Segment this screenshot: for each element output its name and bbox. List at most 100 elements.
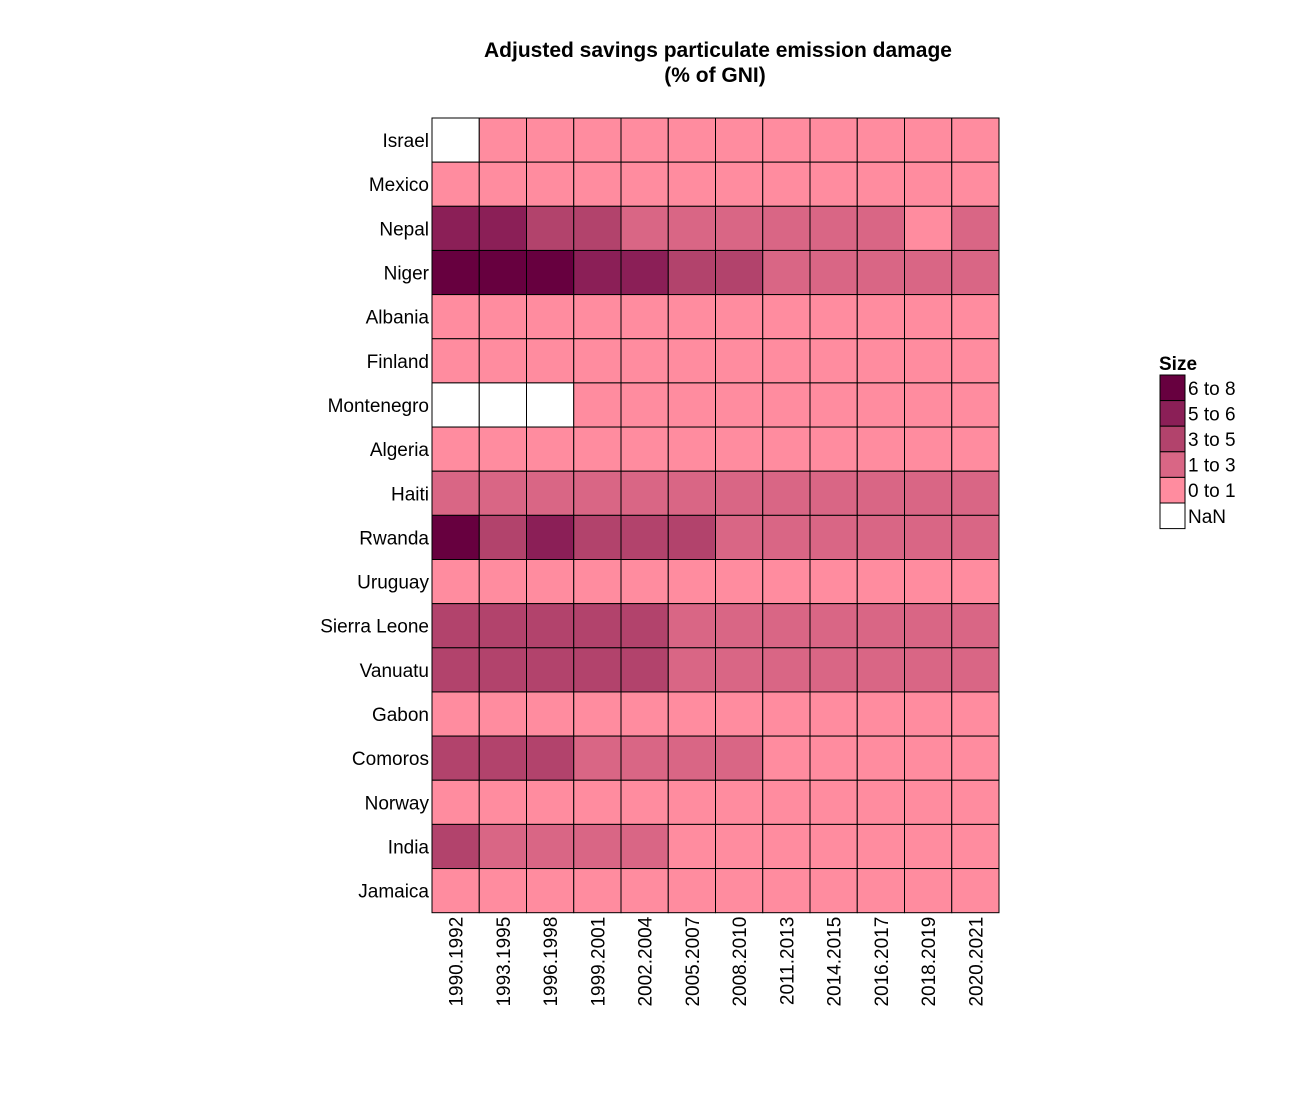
heatmap-cell [478, 294, 527, 340]
row-label: Mexico [369, 175, 429, 196]
column-label: 2011.2013 [777, 917, 798, 1005]
heatmap-cell [715, 559, 764, 605]
heatmap-cell [904, 514, 953, 560]
heatmap-cell [904, 823, 953, 870]
legend-title: Size [1159, 354, 1197, 375]
heatmap-cell [762, 735, 811, 781]
heatmap-cell [809, 735, 858, 781]
heatmap-cell [856, 161, 905, 207]
heatmap-cell [667, 161, 716, 207]
heatmap-cell [573, 603, 622, 649]
heatmap-cell [478, 382, 527, 428]
heatmap-cell [667, 205, 716, 251]
legend-swatch [1159, 425, 1186, 453]
legend-label: 1 to 3 [1188, 456, 1236, 477]
heatmap-cell [620, 249, 669, 296]
heatmap-cell [526, 868, 575, 914]
row-label: Comoros [352, 749, 429, 770]
heatmap-cell [856, 559, 905, 605]
heatmap-cell [715, 735, 764, 781]
heatmap-cell [762, 382, 811, 428]
heatmap-cell [762, 205, 811, 251]
heatmap-cell [478, 868, 527, 914]
heatmap-cell [715, 161, 764, 207]
row-label: Montenegro [328, 396, 429, 417]
heatmap-cell [478, 691, 527, 737]
legend-label: NaN [1188, 507, 1226, 528]
heatmap-cell [526, 338, 575, 384]
heatmap-cell [856, 779, 905, 825]
chart-title: Adjusted savings particulate emission da… [484, 39, 952, 62]
column-label: 1999.2001 [588, 917, 609, 1007]
heatmap-cell [904, 779, 953, 825]
heatmap-cell [573, 647, 622, 693]
heatmap-cell [904, 559, 953, 605]
heatmap-cell [573, 779, 622, 825]
row-label: Norway [365, 793, 430, 814]
heatmap-cell [431, 117, 480, 163]
heatmap-cell [573, 249, 622, 296]
heatmap-cell [526, 470, 575, 516]
heatmap-cell [620, 868, 669, 914]
heatmap-cell [809, 338, 858, 384]
column-label: 2020.2021 [966, 917, 987, 1007]
heatmap-cell [431, 249, 480, 296]
heatmap-cell [478, 823, 527, 870]
column-label: 2002.2004 [636, 916, 657, 1006]
legend-label: 6 to 8 [1188, 379, 1236, 400]
heatmap-cell [667, 470, 716, 516]
row-label: Vanuatu [360, 661, 429, 682]
heatmap-cell [904, 338, 953, 384]
heatmap-cell [715, 249, 764, 296]
heatmap-cell [620, 426, 669, 472]
heatmap-cell [431, 205, 480, 251]
heatmap-cell [478, 161, 527, 207]
legend-swatch [1159, 400, 1186, 427]
heatmap-cell [620, 735, 669, 781]
heatmap-cell [904, 117, 953, 163]
heatmap-cell [856, 514, 905, 560]
heatmap-cell [856, 338, 905, 384]
heatmap-cell [573, 470, 622, 516]
row-label: Israel [383, 131, 429, 152]
heatmap-cell [667, 117, 716, 163]
legend: Size 6 to 8 5 to 6 3 to 5 1 to 3 0 to 1 NaN [1159, 354, 1236, 530]
heatmap-cell [856, 249, 905, 296]
heatmap-cell [715, 117, 764, 163]
heatmap-cell [526, 161, 575, 207]
heatmap-cell [809, 294, 858, 340]
heatmap-cell [809, 205, 858, 251]
legend-label: 5 to 6 [1188, 404, 1236, 425]
row-label: Algeria [370, 440, 430, 461]
column-label: 2005.2007 [683, 917, 704, 1007]
heatmap-cell [526, 647, 575, 693]
heatmap-cell [620, 823, 669, 870]
column-label: 2016.2017 [872, 917, 893, 1007]
column-label: 1990.1992 [447, 917, 468, 1007]
heatmap-cell [573, 117, 622, 163]
heatmap-cell [526, 603, 575, 649]
heatmap-cell [762, 117, 811, 163]
heatmap-cell [951, 294, 1000, 340]
heatmap-cell [809, 603, 858, 649]
heatmap-cell [809, 426, 858, 472]
heatmap-cell [620, 559, 669, 605]
heatmap-cell [478, 249, 527, 296]
heatmap-cell [620, 117, 669, 163]
heatmap-cell [620, 294, 669, 340]
heatmap-cell [951, 470, 1000, 516]
heatmap-cell [809, 249, 858, 296]
heatmap-cell [431, 779, 480, 825]
heatmap-cell [431, 603, 480, 649]
heatmap-cell [620, 205, 669, 251]
heatmap-cell [526, 514, 575, 560]
heatmap-cell [478, 470, 527, 516]
heatmap-cell [478, 603, 527, 649]
heatmap-cell [667, 559, 716, 605]
heatmap-cell [715, 823, 764, 870]
heatmap-cell [904, 205, 953, 251]
heatmap-cell [951, 205, 1000, 251]
heatmap-cell [904, 249, 953, 296]
heatmap-cell [715, 779, 764, 825]
